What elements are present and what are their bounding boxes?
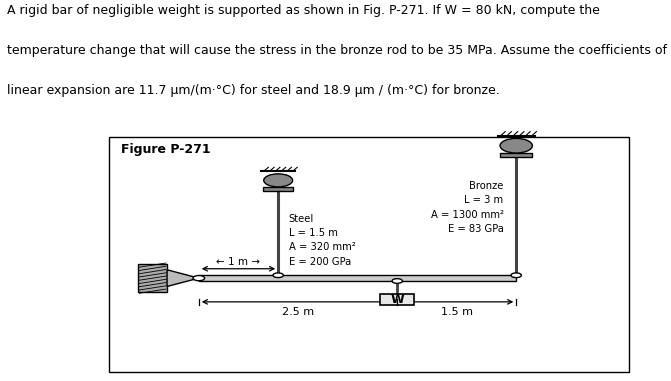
Text: ← 1 m →: ← 1 m → xyxy=(217,257,260,267)
Text: W: W xyxy=(391,293,404,306)
Bar xyxy=(380,294,415,305)
Bar xyxy=(138,264,167,293)
Circle shape xyxy=(273,273,283,278)
Text: 2.5 m: 2.5 m xyxy=(282,307,314,317)
Circle shape xyxy=(264,174,293,187)
Circle shape xyxy=(392,279,403,283)
Bar xyxy=(199,275,516,281)
Circle shape xyxy=(193,275,205,281)
Text: 1.5 m: 1.5 m xyxy=(441,307,472,317)
Bar xyxy=(263,187,293,191)
Circle shape xyxy=(511,273,521,278)
Text: linear expansion are 11.7 μm/(m·°C) for steel and 18.9 μm / (m·°C) for bronze.: linear expansion are 11.7 μm/(m·°C) for … xyxy=(7,84,499,97)
Polygon shape xyxy=(167,270,199,287)
Text: A rigid bar of negligible weight is supported as shown in Fig. P-271. If W = 80 : A rigid bar of negligible weight is supp… xyxy=(7,4,600,17)
Text: temperature change that will cause the stress in the bronze rod to be 35 MPa. As: temperature change that will cause the s… xyxy=(7,44,667,57)
Text: Figure P-271: Figure P-271 xyxy=(121,142,211,155)
Text: Bronze
L = 3 m
A = 1300 mm²
E = 83 GPa: Bronze L = 3 m A = 1300 mm² E = 83 GPa xyxy=(431,181,503,234)
Circle shape xyxy=(500,138,532,153)
Text: Steel
L = 1.5 m
A = 320 mm²
E = 200 GPa: Steel L = 1.5 m A = 320 mm² E = 200 GPa xyxy=(289,214,356,267)
Bar xyxy=(500,153,532,157)
